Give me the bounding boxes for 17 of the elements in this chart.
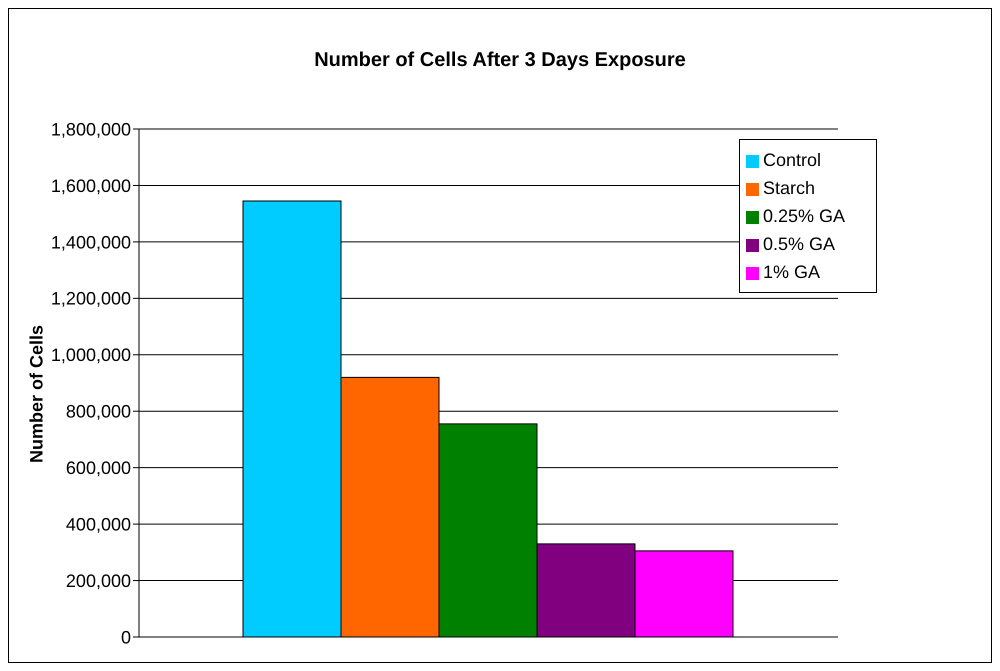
y-axis-title: Number of Cells <box>26 324 46 463</box>
y-tick-label: 0 <box>120 627 131 648</box>
y-tick-label: 200,000 <box>66 570 131 591</box>
legend-label: Control <box>763 150 822 170</box>
y-tick-label: 1,600,000 <box>50 176 131 196</box>
chart-title: Number of Cells After 3 Days Exposure <box>313 49 687 72</box>
y-tick-label: 800,000 <box>66 402 131 422</box>
y-tick-label: 400,000 <box>66 514 131 534</box>
legend-label: 1% GA <box>763 262 820 282</box>
y-tick-label: 1,400,000 <box>50 232 131 252</box>
y-tick-label: 1,200,000 <box>50 288 131 309</box>
legend-label: 0.5% GA <box>763 234 836 254</box>
y-tick-label: 600,000 <box>66 458 131 478</box>
legend-label: 0.25% GA <box>763 206 846 226</box>
legend-label: Starch <box>763 178 816 198</box>
y-tick-label: 1,800,000 <box>50 119 131 140</box>
y-tick-label: 1,000,000 <box>50 345 131 366</box>
